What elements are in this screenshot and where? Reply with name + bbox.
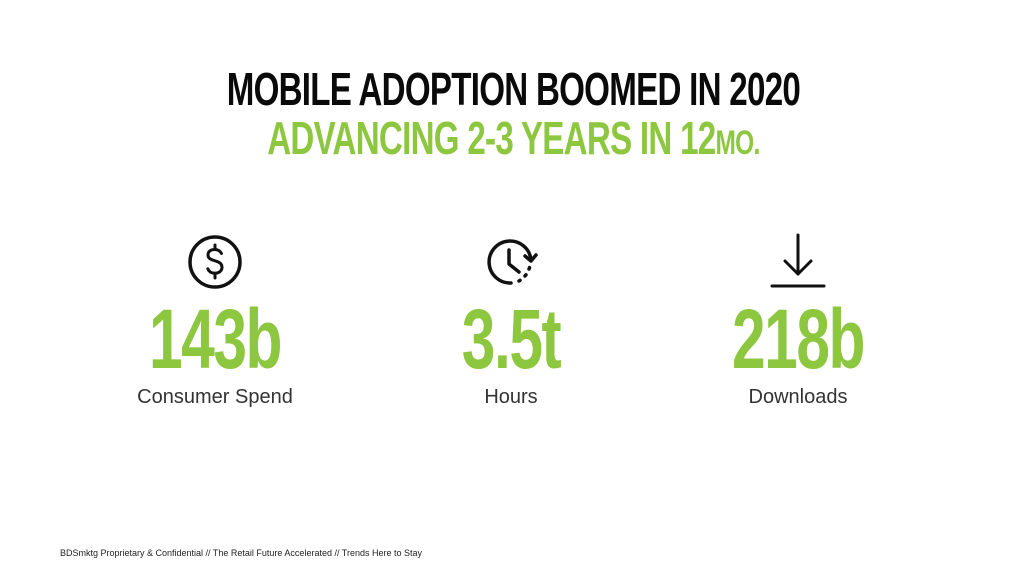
headline-subtitle: ADVANCING 2-3 YEARS IN 12MO. <box>145 113 882 168</box>
stat-consumer-spend: 143b Consumer Spend <box>105 232 325 410</box>
stat-downloads: 218b Downloads <box>688 232 908 410</box>
download-icon <box>770 233 826 288</box>
headline-subtitle-main: ADVANCING 2-3 YEARS IN 12 <box>267 112 716 164</box>
stat-label: Downloads <box>748 386 848 408</box>
headline-subtitle-suffix: MO. <box>715 124 760 162</box>
footer-disclaimer: BDSmktg Proprietary & Confidential // Th… <box>60 548 422 558</box>
dollar-circle-icon <box>188 235 242 289</box>
clock-icon <box>487 239 538 285</box>
stat-label: Hours <box>484 386 538 408</box>
stat-label: Consumer Spend <box>137 386 293 408</box>
headline-title: MOBILE ADOPTION BOOMED IN 2020 <box>226 63 801 115</box>
stat-value: 3.5t <box>461 292 562 386</box>
stat-hours: 3.5t Hours <box>401 232 621 410</box>
stat-value: 143b <box>148 292 283 386</box>
stat-value: 218b <box>731 292 866 386</box>
